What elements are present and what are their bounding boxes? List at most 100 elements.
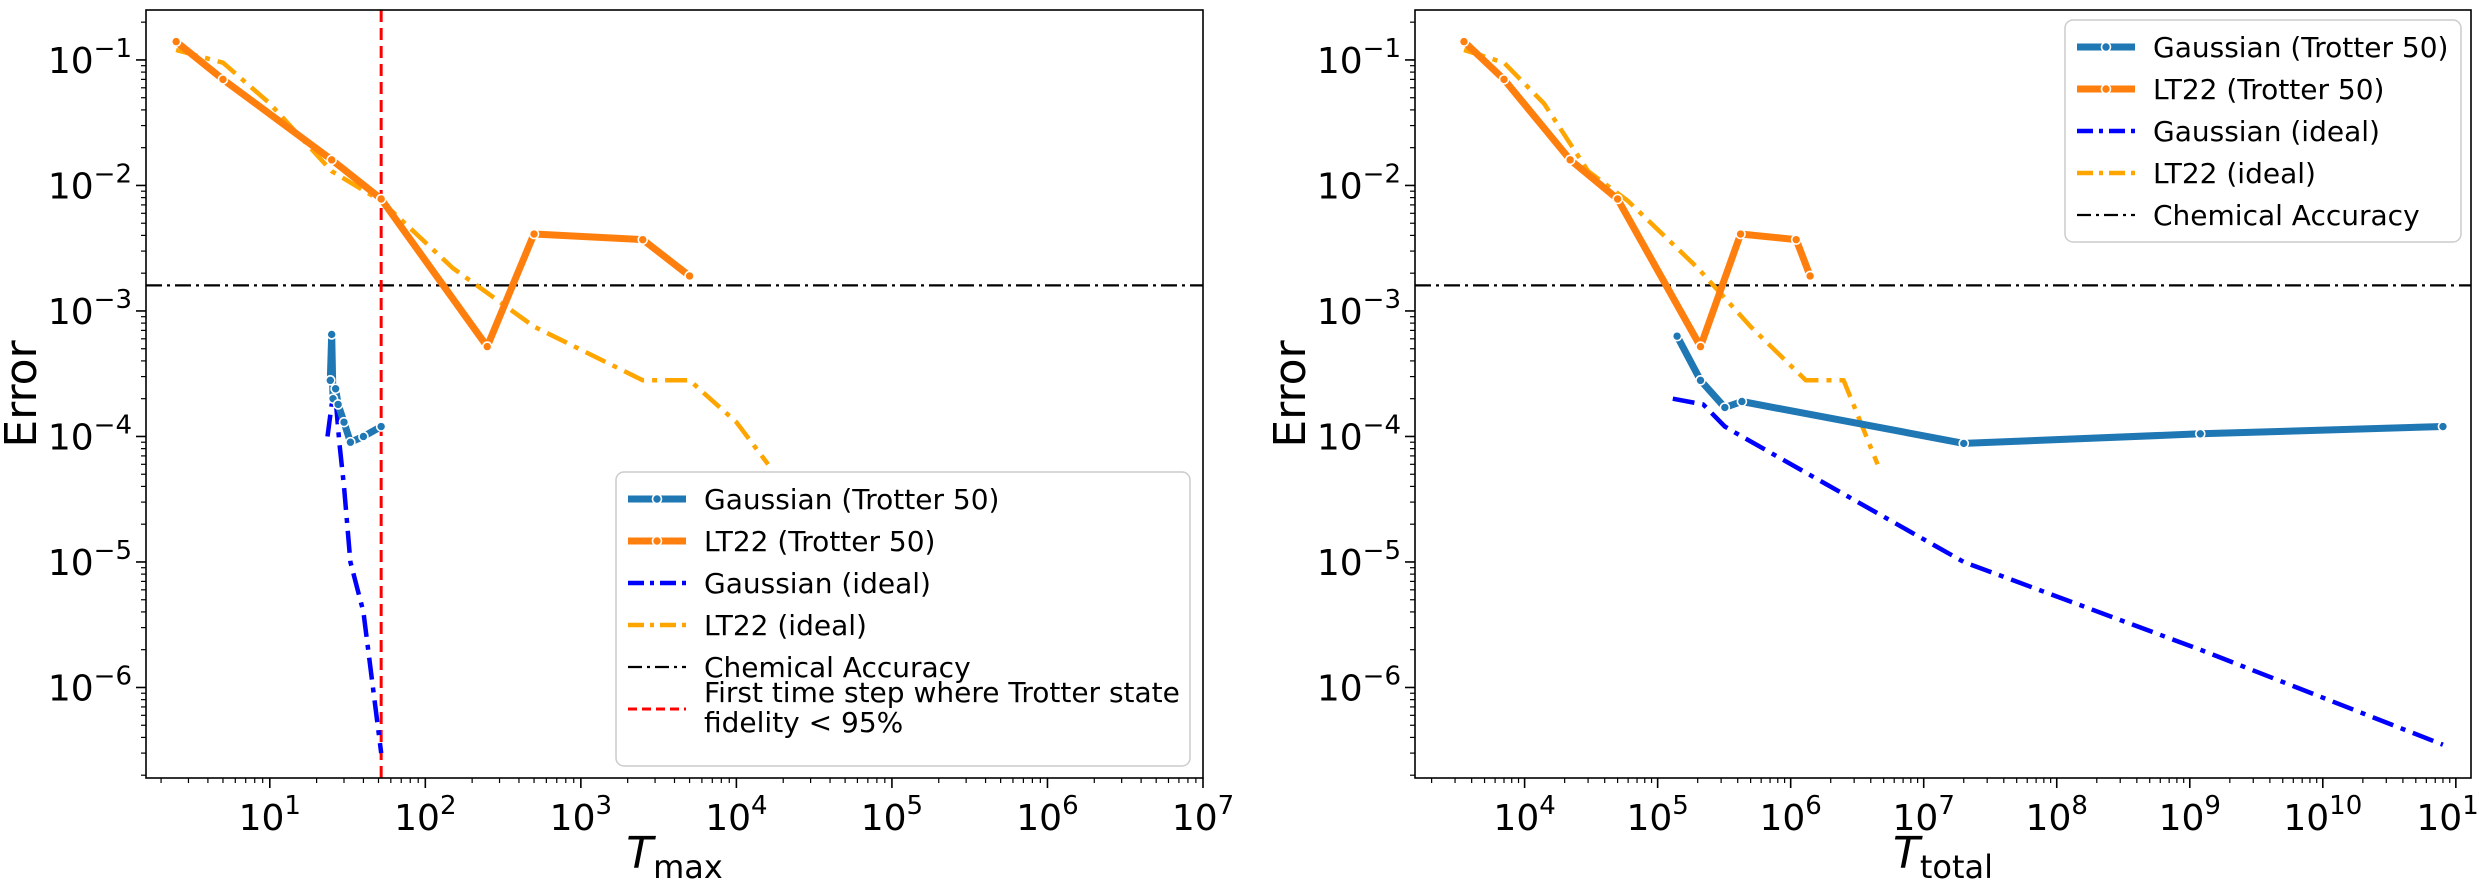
- y-tick-label-base: 10: [48, 668, 94, 709]
- y-tick-label-exp: −2: [1363, 159, 1401, 189]
- series-line-lt22-trotter-50: [173, 38, 692, 351]
- y-axis-label: Error: [1265, 339, 1316, 447]
- series-line-lt22-trotter-50: [1461, 39, 1814, 351]
- y-tick-label: 10−6: [48, 661, 132, 709]
- x-tick-label-base: 10: [705, 798, 751, 839]
- y-tick-label-exp: −5: [1363, 536, 1401, 566]
- y-tick-label-exp: −4: [1363, 410, 1401, 440]
- chart-panel-2: 1041051061071081091010101110−110−210−310…: [1265, 9, 2481, 882]
- minor-ticks: [1410, 21, 2451, 783]
- legend-label: Gaussian (ideal): [2153, 115, 2380, 148]
- y-tick-label-exp: −6: [94, 661, 132, 691]
- data-point: [1564, 154, 1576, 166]
- x-axis-label-main: T: [1893, 828, 1923, 879]
- y-tick-label: 10−5: [1317, 536, 1401, 584]
- legend-label: LT22 (Trotter 50): [2153, 73, 2384, 106]
- legend-label: First time step where Trotter state: [704, 676, 1180, 709]
- x-axis-label: Tmax: [626, 828, 723, 882]
- y-tick-label-exp: −3: [1363, 285, 1401, 315]
- y-tick-label-exp: −3: [94, 285, 132, 315]
- axes-frame: [1414, 9, 2472, 779]
- x-tick-label-exp: 6: [1062, 791, 1079, 821]
- y-tick-label-base: 10: [1317, 417, 1363, 458]
- x-tick-label-exp: 10: [2329, 791, 2362, 821]
- data-point: [1458, 36, 1470, 47]
- plot-area: [146, 10, 1203, 778]
- legend-marker: [2100, 83, 2112, 95]
- data-point: [330, 383, 341, 395]
- data-point: [1695, 375, 1706, 386]
- x-tick-label: 104: [705, 791, 767, 839]
- x-tick-label-base: 10: [861, 798, 907, 839]
- y-tick-label-exp: −1: [94, 34, 132, 64]
- x-tick-label-base: 10: [1493, 798, 1539, 839]
- x-tick-label: 105: [861, 791, 923, 839]
- y-axis-label: Error: [0, 339, 47, 447]
- legend-box: [2064, 19, 2462, 243]
- y-tick-label-exp: −2: [94, 159, 132, 189]
- legend: Gaussian (Trotter 50) LT22 (Trotter 50) Ga…: [615, 471, 1191, 767]
- legend-marker: [2100, 41, 2112, 53]
- x-tick-label-exp: 7: [1218, 791, 1235, 821]
- y-tick-label-base: 10: [48, 417, 94, 458]
- data-point: [1671, 330, 1683, 342]
- x-tick-label-exp: 2: [440, 791, 457, 821]
- y-tick-label-base: 10: [1317, 292, 1363, 333]
- y-tick-label-base: 10: [1317, 41, 1363, 82]
- x-tick-label-exp: 9: [2204, 791, 2221, 821]
- x-tick-label-base: 10: [239, 798, 285, 839]
- y-tick-label: 10−3: [1317, 285, 1401, 333]
- legend-marker: [651, 535, 663, 547]
- y-tick-label: 10−1: [1317, 34, 1401, 82]
- chart-panel-1: 101 102 103 104 105 106 10710−110−210−310−410−…: [0, 9, 1234, 882]
- y-tick-label: 10−4: [1317, 410, 1401, 458]
- y-tick-label-exp: −4: [94, 410, 132, 440]
- y-tick-label: 10−6: [1317, 661, 1401, 709]
- legend: Gaussian (Trotter 50) LT22 (Trotter 50) Ga…: [2064, 19, 2462, 243]
- data-point: [217, 74, 229, 85]
- x-tick-label-base: 10: [2416, 798, 2462, 839]
- y-tick-label: 10−5: [48, 536, 132, 584]
- x-tick-label: 107: [1893, 791, 1955, 839]
- data-point: [1958, 438, 1970, 449]
- y-tick-label: 10−2: [48, 159, 132, 207]
- x-axis-label-main: T: [626, 828, 656, 879]
- x-tick-label-exp: 6: [1805, 791, 1822, 821]
- y-tick-label-base: 10: [1317, 166, 1363, 207]
- y-tick-label: 10−4: [48, 410, 132, 458]
- x-tick-label-base: 10: [2283, 798, 2329, 839]
- x-tick-label: 106: [1016, 791, 1078, 839]
- data-point: [358, 431, 369, 442]
- x-tick-label-base: 10: [1759, 798, 1805, 839]
- data-point: [1736, 396, 1748, 407]
- legend-marker: [651, 493, 663, 505]
- data-point: [170, 36, 182, 47]
- data-point: [684, 270, 695, 282]
- data-point: [1719, 402, 1731, 413]
- series-line-lt22-ideal: [1463, 47, 1880, 466]
- data-point: [338, 416, 350, 428]
- x-tick-label: 108: [2026, 791, 2088, 839]
- data-point: [1695, 341, 1706, 352]
- x-tick-label: 107: [1172, 791, 1234, 839]
- x-tick-label: 104: [1493, 791, 1555, 839]
- x-tick-label-exp: 4: [751, 791, 768, 821]
- y-tick-label-base: 10: [48, 166, 94, 207]
- legend-label: Gaussian (ideal): [704, 567, 931, 600]
- legend-label: Chemical Accuracy: [2153, 199, 2420, 232]
- legend-label: LT22 (Trotter 50): [704, 525, 935, 558]
- x-tick-label-base: 10: [1893, 798, 1939, 839]
- legend-label-line2: fidelity < 95%: [704, 706, 903, 739]
- x-tick-label-exp: 1: [284, 791, 301, 821]
- y-tick-label-exp: −1: [1363, 34, 1401, 64]
- plot-area: [1415, 36, 2471, 747]
- x-tick-label-exp: 8: [2071, 791, 2088, 821]
- legend-label: LT22 (ideal): [704, 609, 867, 642]
- x-tick-label: 106: [1759, 791, 1821, 839]
- data-point: [325, 375, 336, 386]
- x-tick-label-base: 10: [1016, 798, 1062, 839]
- x-tick-label-exp: 4: [1539, 791, 1556, 821]
- data-point: [528, 228, 540, 240]
- x-tick-label-base: 10: [550, 798, 596, 839]
